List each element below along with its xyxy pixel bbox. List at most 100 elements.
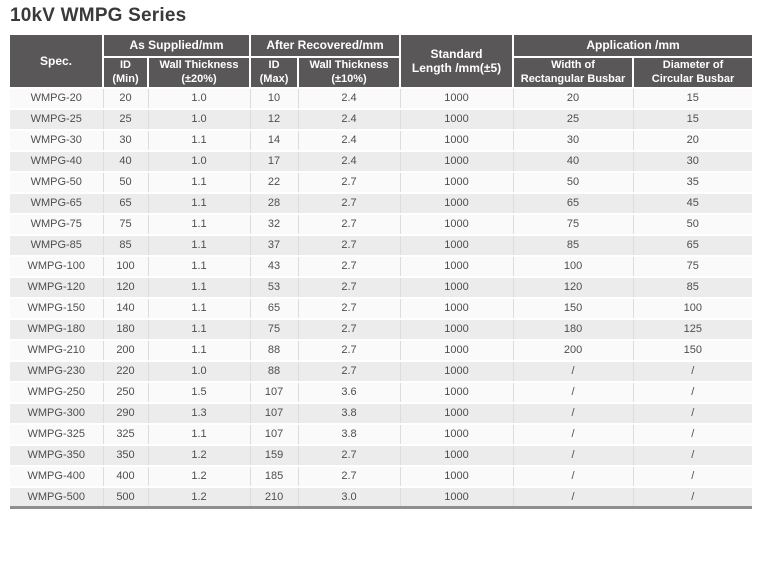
id-min-cell: 50 [102,170,149,193]
wall-thickness-10-cell: 2.7 [297,170,401,193]
table-row: WMPG-250 250 1.5 107 3.6 1000// [10,380,753,403]
header-wall-thickness-10-line1: Wall Thickness [309,59,389,71]
spec-cell: WMPG-325 [10,422,104,445]
standard-length-cell: 1000 [399,170,514,193]
standard-length-cell: 1000 [399,443,514,466]
diameter-busbar-cell: 50 [632,212,753,235]
header-diameter-circular-busbar: Diameter of Circular Busbar [632,55,753,89]
wall-thickness-10-cell: 3.6 [297,380,401,403]
width-busbar-cell: 150 [512,296,634,319]
width-busbar-cell: 65 [512,191,634,214]
standard-length-cell: 1000 [399,128,514,151]
wall-thickness-20-cell: 1.0 [147,86,251,109]
id-max-cell: 32 [249,212,299,235]
standard-length-cell: 1000 [399,338,514,361]
spec-cell: WMPG-180 [10,317,104,340]
wall-thickness-10-cell: 2.7 [297,338,401,361]
id-max-cell: 10 [249,86,299,109]
wall-thickness-10-cell: 3.8 [297,422,401,445]
id-max-cell: 75 [249,317,299,340]
header-id-max-line2: (Max) [259,73,289,86]
spec-cell: WMPG-20 [10,86,104,109]
table-row: WMPG-50 50 1.1 22 2.7 1000 50 35 [10,170,753,193]
wall-thickness-10-cell: 2.7 [297,317,401,340]
id-max-cell: 53 [249,275,299,298]
spec-cell: WMPG-65 [10,191,104,214]
standard-length-cell: 1000 [399,380,514,403]
id-min-cell: 75 [102,212,149,235]
id-min-cell: 120 [102,275,149,298]
header-standard-length: Standard Length /mm(±5) [399,34,515,89]
id-min-cell: 250 [102,380,149,403]
diameter-busbar-cell: 45 [632,191,753,214]
wall-thickness-10-cell: 2.7 [297,464,401,487]
diameter-busbar-cell: 15 [632,107,753,130]
wall-thickness-10-cell: 2.7 [297,359,401,382]
id-min-cell: 140 [102,296,149,319]
id-min-cell: 40 [102,149,149,172]
wall-thickness-10-cell: 2.7 [297,233,401,256]
table-row: WMPG-230 220 1.0 88 2.7 1000// [10,359,753,382]
wall-thickness-20-cell: 1.0 [147,149,251,172]
spec-cell: WMPG-120 [10,275,104,298]
table-header: Spec. As Supplied/mm After Recovered/mm … [10,34,753,89]
header-spec: Spec. [10,34,104,89]
table-row: WMPG-75 75 1.1 32 2.7 1000 75 50 [10,212,753,235]
id-min-cell: 325 [102,422,149,445]
width-busbar-cell: 100 [512,254,634,277]
spec-cell: WMPG-230 [10,359,104,382]
standard-length-cell: 1000 [399,275,514,298]
id-max-cell: 159 [249,443,299,466]
table-body: WMPG-20 20 1.0 10 2.4 1000 20 15 WMPG-25 25 1.0 12 2… [10,86,753,510]
standard-length-cell: 1000 [399,317,514,340]
standard-length-cell: 1000 [399,149,514,172]
spec-cell: WMPG-400 [10,464,104,487]
id-min-cell: 350 [102,443,149,466]
width-busbar-cell: / [512,401,634,424]
spec-table: Spec. As Supplied/mm After Recovered/mm … [10,34,753,510]
id-min-cell: 100 [102,254,149,277]
standard-length-cell: 1000 [399,254,514,277]
table-row: WMPG-210 200 1.1 88 2.7 1000 200 150 [10,338,753,361]
id-min-cell: 65 [102,191,149,214]
diameter-busbar-cell: 75 [632,254,753,277]
wall-thickness-10-cell: 3.0 [297,485,401,510]
spec-cell: WMPG-210 [10,338,104,361]
standard-length-cell: 1000 [399,86,514,109]
standard-length-cell: 1000 [399,485,514,510]
width-busbar-cell: / [512,443,634,466]
header-id-min-line2: (Min) [112,73,139,86]
id-min-cell: 25 [102,107,149,130]
diameter-busbar-cell: / [632,359,753,382]
wall-thickness-10-cell: 2.7 [297,212,401,235]
header-group-row: Spec. As Supplied/mm After Recovered/mm … [10,34,753,89]
spec-cell: WMPG-25 [10,107,104,130]
standard-length-cell: 1000 [399,296,514,319]
id-min-cell: 400 [102,464,149,487]
header-width-rectangular-busbar: Width of Rectangular Busbar [512,55,635,89]
wall-thickness-20-cell: 1.2 [147,464,251,487]
spec-cell: WMPG-100 [10,254,104,277]
spec-cell: WMPG-75 [10,212,104,235]
id-min-cell: 180 [102,317,149,340]
spec-cell: WMPG-500 [10,485,104,510]
diameter-busbar-cell: 30 [632,149,753,172]
wall-thickness-20-cell: 1.1 [147,191,251,214]
width-busbar-cell: 85 [512,233,634,256]
diameter-busbar-cell: / [632,485,753,510]
wall-thickness-10-cell: 2.4 [297,107,401,130]
standard-length-cell: 1000 [399,359,514,382]
header-wall-thickness-10-line2: (±10%) [331,73,367,86]
id-min-cell: 20 [102,86,149,109]
spec-cell: WMPG-350 [10,443,104,466]
width-busbar-cell: 50 [512,170,634,193]
id-max-cell: 185 [249,464,299,487]
wall-thickness-20-cell: 1.2 [147,443,251,466]
id-max-cell: 28 [249,191,299,214]
table-row: WMPG-325 325 1.1 107 3.8 1000// [10,422,753,445]
width-busbar-cell: 20 [512,86,634,109]
id-min-cell: 220 [102,359,149,382]
wall-thickness-20-cell: 1.0 [147,107,251,130]
header-id-max: ID (Max) [249,55,300,89]
width-busbar-cell: / [512,422,634,445]
